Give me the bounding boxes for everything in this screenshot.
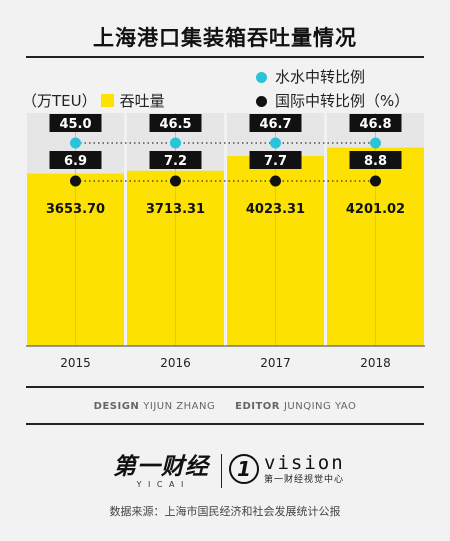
- credits-divider: [26, 423, 424, 425]
- legend-label-cyan: 水水中转比例: [275, 68, 366, 86]
- cbn-logo-text: 第一财经: [113, 454, 209, 480]
- bar-value-label: 4023.31: [246, 202, 305, 217]
- legend-dot-cyan-icon: [256, 72, 267, 83]
- legend-label-black: 国际中转比例（%）: [275, 92, 410, 110]
- page-title: 上海港口集装箱吞吐量情况: [93, 26, 357, 50]
- bar-value-label: 3653.70: [46, 202, 105, 217]
- cyan-series-dot: [270, 137, 281, 149]
- editor-name: JUNQING YAO: [283, 401, 357, 412]
- black-series-label-box: [349, 151, 402, 169]
- legend-item-cyan: 水水中转比例: [256, 66, 365, 87]
- x-tick-label: 2016: [160, 356, 191, 370]
- data-source: 数据来源：上海市国民经济和社会发展统计公报: [109, 505, 341, 518]
- design-label: DESIGN: [93, 401, 140, 412]
- x-tick-label: 2015: [60, 356, 91, 370]
- cyan-series-value-label: 46.7: [259, 117, 291, 132]
- cyan-series-label-box: [49, 114, 102, 132]
- cyan-series-label-box: [249, 114, 302, 132]
- black-series-label-box: [149, 151, 202, 169]
- black-series-label-box: [49, 151, 102, 169]
- black-series-label-box: [249, 151, 302, 169]
- title-divider: [26, 56, 424, 58]
- legend-bar-swatch-icon: [100, 94, 114, 107]
- cbn-logo: 第一财经 Y I C A I: [108, 454, 214, 490]
- black-series-dot: [70, 175, 81, 187]
- vision-1-icon: 1: [229, 454, 259, 484]
- bar-value-label: 3713.31: [146, 202, 205, 217]
- chart-bottom-divider: [26, 386, 424, 388]
- black-series-dot: [270, 175, 281, 187]
- brand-logos: 第一财经 Y I C A I 1 vision 第一财经视觉中心: [0, 448, 450, 493]
- legend-item-bar: （万TEU） 吞吐量: [22, 90, 165, 111]
- black-series-value-label: 8.8: [364, 154, 387, 169]
- cyan-series-value-label: 45.0: [59, 117, 91, 132]
- design-name: YIJUN ZHANG: [143, 401, 216, 412]
- chart: 3653.70 3713.31 4023.31 4201.02 45.0 46.5 46.7…: [26, 113, 425, 370]
- cyan-series-dot: [170, 137, 181, 149]
- black-series-value-label: 7.2: [164, 154, 187, 169]
- logo-separator: [221, 454, 222, 488]
- x-tick-label: 2018: [360, 356, 391, 370]
- credits: DESIGN YIJUN ZHANG EDITOR JUNQING YAO: [0, 401, 450, 412]
- cyan-series-value-label: 46.5: [159, 117, 191, 132]
- black-series-dot: [370, 175, 381, 187]
- cyan-series-dot: [370, 137, 381, 149]
- legend-bar-label: 吞吐量: [119, 92, 165, 110]
- cyan-series-value-label: 46.8: [359, 117, 391, 132]
- legend-unit-label: （万TEU）: [22, 92, 97, 110]
- cyan-series-label-box: [149, 114, 202, 132]
- cyan-series-dot: [70, 137, 81, 149]
- bar-value-label: 4201.02: [346, 202, 405, 217]
- black-series-value-label: 7.7: [264, 154, 287, 169]
- vision-logo-text: vision: [264, 452, 345, 474]
- vision-logo-sub: 第一财经视觉中心: [264, 475, 345, 485]
- x-tick-label: 2017: [260, 356, 291, 370]
- black-series-dot: [170, 175, 181, 187]
- cbn-logo-sub: Y I C A I: [136, 480, 186, 489]
- black-series-value-label: 6.9: [64, 154, 87, 169]
- legend-dot-black-icon: [256, 96, 267, 107]
- editor-label: EDITOR: [235, 401, 280, 412]
- legend-item-black: 国际中转比例（%）: [256, 90, 409, 111]
- cyan-series-label-box: [349, 114, 402, 132]
- vision-logo: vision 第一财经视觉中心: [264, 452, 354, 487]
